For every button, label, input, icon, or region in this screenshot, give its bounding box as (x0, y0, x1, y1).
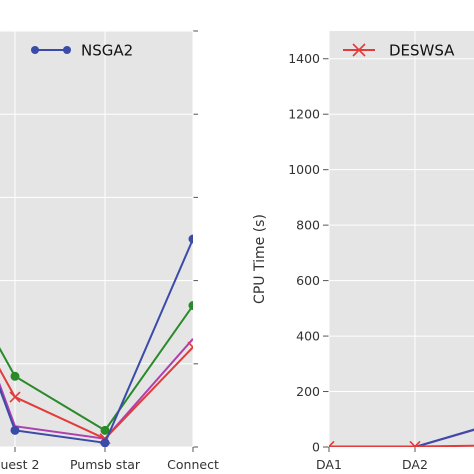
series-line (0, 346, 193, 440)
x-tick-label: Pumsb star (70, 457, 141, 472)
legend-marker (63, 46, 71, 54)
x-tick-label: Quest 2 (0, 457, 39, 472)
legend-entry: DESWSA (343, 42, 455, 60)
legend-marker (352, 43, 366, 57)
y-tick-label: 0 (312, 440, 320, 455)
legend-label: DESWSA (389, 42, 455, 60)
chart-2: 0200400600800100012001400DA1DA2IBCPU Tim… (252, 31, 474, 472)
data-point (10, 371, 20, 381)
series-group (329, 428, 474, 447)
y-tick-label: 1000 (288, 162, 320, 177)
series-line (329, 428, 474, 447)
series-line-nsga2 (0, 238, 193, 444)
series-line (0, 304, 193, 432)
data-point (10, 425, 20, 435)
data-point (329, 440, 335, 447)
x-tick-label: DA2 (402, 457, 428, 472)
series-line-deswsa (329, 444, 474, 447)
data-point (9, 391, 21, 403)
x-tick-label: Connect (167, 457, 219, 472)
y-axis-label: CPU Time (s) (252, 214, 268, 304)
legend-label: NSGA2 (81, 42, 133, 60)
series-line (0, 338, 193, 440)
data-point (409, 440, 421, 447)
data-point (188, 234, 193, 244)
chart-1: Quest 2 Pumsb star Connect NSGA2 (0, 30, 219, 472)
data-point (100, 438, 110, 447)
data-point (188, 301, 193, 311)
y-tick-label: 200 (296, 384, 320, 399)
y-tick-label: 1200 (288, 107, 320, 122)
data-point (100, 425, 110, 435)
plot-area (0, 31, 193, 447)
legend-entry: NSGA2 (31, 42, 133, 60)
data-point (187, 341, 193, 353)
y-tick-label: 400 (296, 329, 320, 344)
y-tick-label: 1400 (288, 51, 320, 66)
legend-marker (31, 46, 39, 54)
y-tick-label: 600 (296, 273, 320, 288)
series-group (0, 234, 193, 447)
x-tick-label: DA1 (316, 457, 342, 472)
y-tick-label: 800 (296, 218, 320, 233)
plot-area (329, 31, 474, 447)
